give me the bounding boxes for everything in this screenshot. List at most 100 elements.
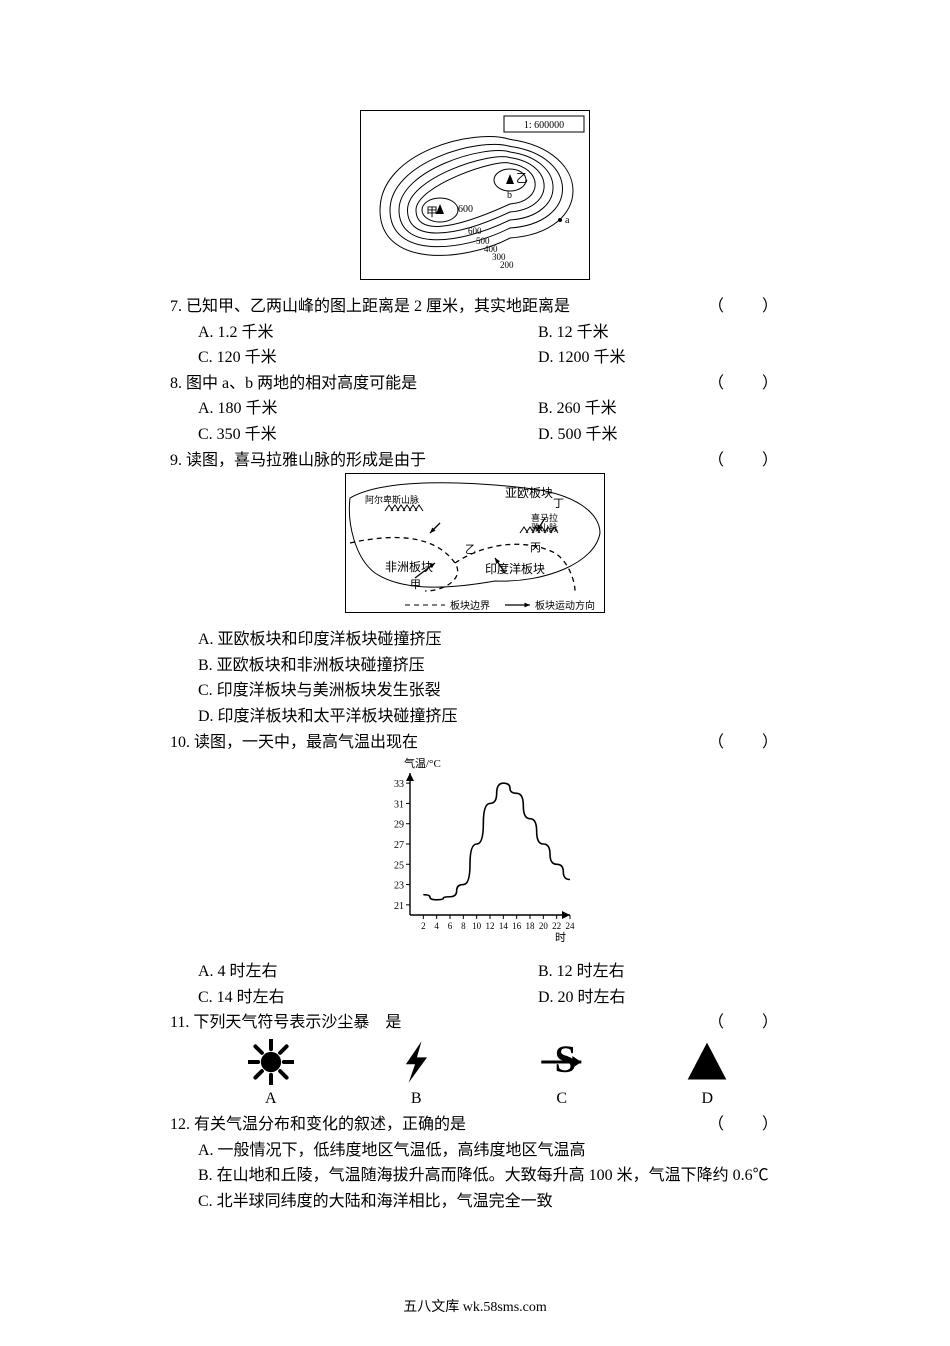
svg-text:22: 22 [552,921,561,931]
icon-cell-C: S C [489,1038,635,1108]
svg-text:喜马拉: 喜马拉 [531,512,558,523]
svg-text:23: 23 [394,881,404,892]
svg-text:乙: 乙 [516,171,528,185]
q9-D: D. 印度洋板块和太平洋板块碰撞挤压 [170,704,780,730]
q12-paren: （ ） [708,1112,780,1138]
figure-temp-curve: 气温/°C2123252729313324681012141618202224时 [170,755,780,945]
q10-opts-2: C. 14 时左右 D. 20 时左右 [170,985,780,1011]
svg-text:21: 21 [394,901,404,912]
svg-text:气温/°C: 气温/°C [404,756,441,770]
svg-text:阿尔卑斯山脉: 阿尔卑斯山脉 [365,494,419,505]
sun-icon [248,1039,294,1085]
q8-C: C. 350 千米 [198,422,538,448]
q12-stem: 有关气温分布和变化的叙述，正确的是 [194,1116,466,1133]
plates-map-svg: 亚欧板块非洲板块印度洋板块阿尔卑斯山脉喜马拉雅山脉甲乙丙丁板块边界板块运动方向 [345,473,605,613]
q10-num: 10. [170,734,190,751]
page-footer: 五八文库 wk.58sms.com [0,1296,950,1316]
svg-text:丙: 丙 [530,542,541,554]
q8-paren: （ ） [708,371,780,397]
svg-text:33: 33 [394,779,404,790]
svg-text:a: a [565,215,570,226]
svg-text:乙: 乙 [465,543,476,556]
temp-curve-svg: 气温/°C2123252729313324681012141618202224时 [370,755,580,945]
svg-text:印度洋板块: 印度洋板块 [485,561,545,576]
q12-num: 12. [170,1116,190,1133]
figure-plates-map: 亚欧板块非洲板块印度洋板块阿尔卑斯山脉喜马拉雅山脉甲乙丙丁板块边界板块运动方向 [170,473,780,613]
q10-paren: （ ） [708,730,780,756]
svg-text:29: 29 [394,820,404,831]
icon-cell-B: B [344,1038,490,1108]
svg-text:丁: 丁 [553,498,564,510]
svg-text:甲: 甲 [426,205,438,219]
q7-num: 7. [170,298,182,315]
q10-stem: 读图，一天中，最高气温出现在 [194,734,418,751]
svg-text:1: 600000: 1: 600000 [524,120,564,131]
q11-paren: （ ） [708,1010,780,1036]
q10-opts-1: A. 4 时左右 B. 12 时左右 [170,959,780,985]
sandstorm-icon: S [539,1039,585,1085]
q8-opts-2: C. 350 千米 D. 500 千米 [170,422,780,448]
q9-A: A. 亚欧板块和印度洋板块碰撞挤压 [170,627,780,653]
icon-label-D: D [701,1090,713,1108]
svg-text:亚欧板块: 亚欧板块 [505,486,553,500]
svg-text:4: 4 [434,921,439,931]
icon-label-B: B [411,1090,422,1108]
icon-label-C: C [556,1090,567,1108]
q9-line: 9. 读图，喜马拉雅山脉的形成是由于 （ ） [170,448,780,474]
svg-text:600: 600 [458,204,473,215]
svg-text:25: 25 [394,860,404,871]
svg-text:10: 10 [472,921,482,931]
svg-text:甲: 甲 [410,579,421,591]
q7-paren: （ ） [708,294,780,320]
svg-text:16: 16 [512,921,522,931]
q8-line: 8. 图中 a、b 两地的相对高度可能是 （ ） [170,371,780,397]
svg-text:500: 500 [476,236,490,246]
q7-opts-2: C. 120 千米 D. 1200 千米 [170,345,780,371]
q12-line: 12. 有关气温分布和变化的叙述，正确的是 （ ） [170,1112,780,1138]
q12-B: B. 在山地和丘陵，气温随海拔升高而降低。大致每升高 100 米，气温下降约 0… [170,1163,780,1189]
icon-cell-D: D [635,1038,781,1108]
q9-B: B. 亚欧板块和非洲板块碰撞挤压 [170,653,780,679]
q9-stem: 读图，喜马拉雅山脉的形成是由于 [186,452,426,469]
svg-text:时: 时 [555,931,566,944]
lightning-icon [393,1039,439,1085]
q10-B: B. 12 时左右 [538,959,625,985]
svg-text:雅山脉: 雅山脉 [531,522,558,533]
q11-stem: 下列天气符号表示沙尘暴 是 [193,1014,401,1031]
q7-opts-1: A. 1.2 千米 B. 12 千米 [170,320,780,346]
contour-map-svg: 1: 600000甲乙200300400500600600ab [360,110,590,280]
q8-stem: 图中 a、b 两地的相对高度可能是 [186,375,417,392]
q8-num: 8. [170,375,182,392]
q10-D: D. 20 时左右 [538,985,626,1011]
q11-icons: A B S C D [170,1038,780,1108]
q7-stem: 已知甲、乙两山峰的图上距离是 2 厘米，其实地距离是 [186,298,570,315]
svg-text:24: 24 [566,921,576,931]
triangle-icon [684,1039,730,1085]
q8-B: B. 260 千米 [538,396,617,422]
svg-text:板块边界: 板块边界 [450,599,490,612]
q7-C: C. 120 千米 [198,345,538,371]
q8-D: D. 500 千米 [538,422,618,448]
icon-label-A: A [265,1090,277,1108]
q7-line: 7. 已知甲、乙两山峰的图上距离是 2 厘米，其实地距离是 （ ） [170,294,780,320]
figure-contour-map: 1: 600000甲乙200300400500600600ab [170,110,780,280]
svg-text:27: 27 [394,840,404,851]
q10-line: 10. 读图，一天中，最高气温出现在 （ ） [170,730,780,756]
q8-opts-1: A. 180 千米 B. 260 千米 [170,396,780,422]
svg-text:12: 12 [486,921,495,931]
q8-A: A. 180 千米 [198,396,538,422]
icon-cell-A: A [198,1038,344,1108]
svg-text:2: 2 [421,921,426,931]
q7-B: B. 12 千米 [538,320,609,346]
svg-text:8: 8 [461,921,466,931]
svg-text:6: 6 [448,921,453,931]
svg-text:600: 600 [468,226,482,236]
svg-text:31: 31 [394,800,404,811]
q9-num: 9. [170,452,182,469]
q7-D: D. 1200 千米 [538,345,626,371]
q11-num: 11. [170,1014,189,1031]
q7-A: A. 1.2 千米 [198,320,538,346]
svg-text:14: 14 [499,921,509,931]
svg-text:非洲板块: 非洲板块 [385,560,433,574]
q12-C: C. 北半球同纬度的大陆和海洋相比，气温完全一致 [170,1189,780,1215]
